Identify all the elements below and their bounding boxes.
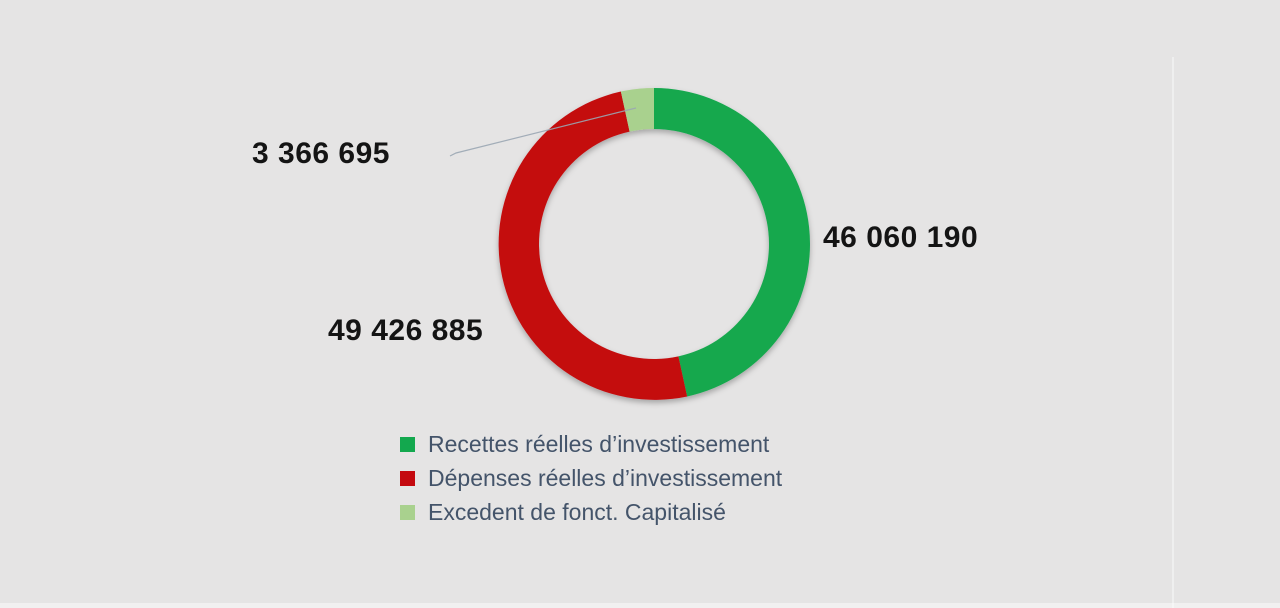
data-label-recettes: 46 060 190 bbox=[823, 221, 979, 254]
data-label-excedent: 3 366 695 bbox=[252, 137, 390, 170]
legend-item-depenses: Dépenses réelles d’investissement bbox=[400, 461, 782, 495]
donut-segment-1 bbox=[498, 91, 688, 400]
legend-label-recettes: Recettes réelles d’investissement bbox=[428, 430, 770, 457]
legend: Recettes réelles d’investissement Dépens… bbox=[400, 427, 782, 529]
leader-line bbox=[449, 107, 637, 157]
bottom-edge-strip bbox=[0, 603, 1280, 608]
donut-segment-0 bbox=[654, 88, 810, 397]
legend-item-recettes: Recettes réelles d’investissement bbox=[400, 427, 782, 461]
legend-swatch-depenses-icon bbox=[400, 470, 415, 486]
faint-vertical-line bbox=[1172, 57, 1174, 608]
legend-label-depenses: Dépenses réelles d’investissement bbox=[428, 464, 783, 491]
legend-swatch-excedent-icon bbox=[400, 504, 415, 520]
legend-label-excedent: Excedent de fonct. Capitalisé bbox=[428, 498, 726, 525]
donut-segment-2 bbox=[620, 88, 654, 132]
legend-swatch-recettes-icon bbox=[400, 436, 415, 452]
legend-item-excedent: Excedent de fonct. Capitalisé bbox=[400, 495, 782, 529]
data-label-depenses: 49 426 885 bbox=[328, 314, 484, 347]
